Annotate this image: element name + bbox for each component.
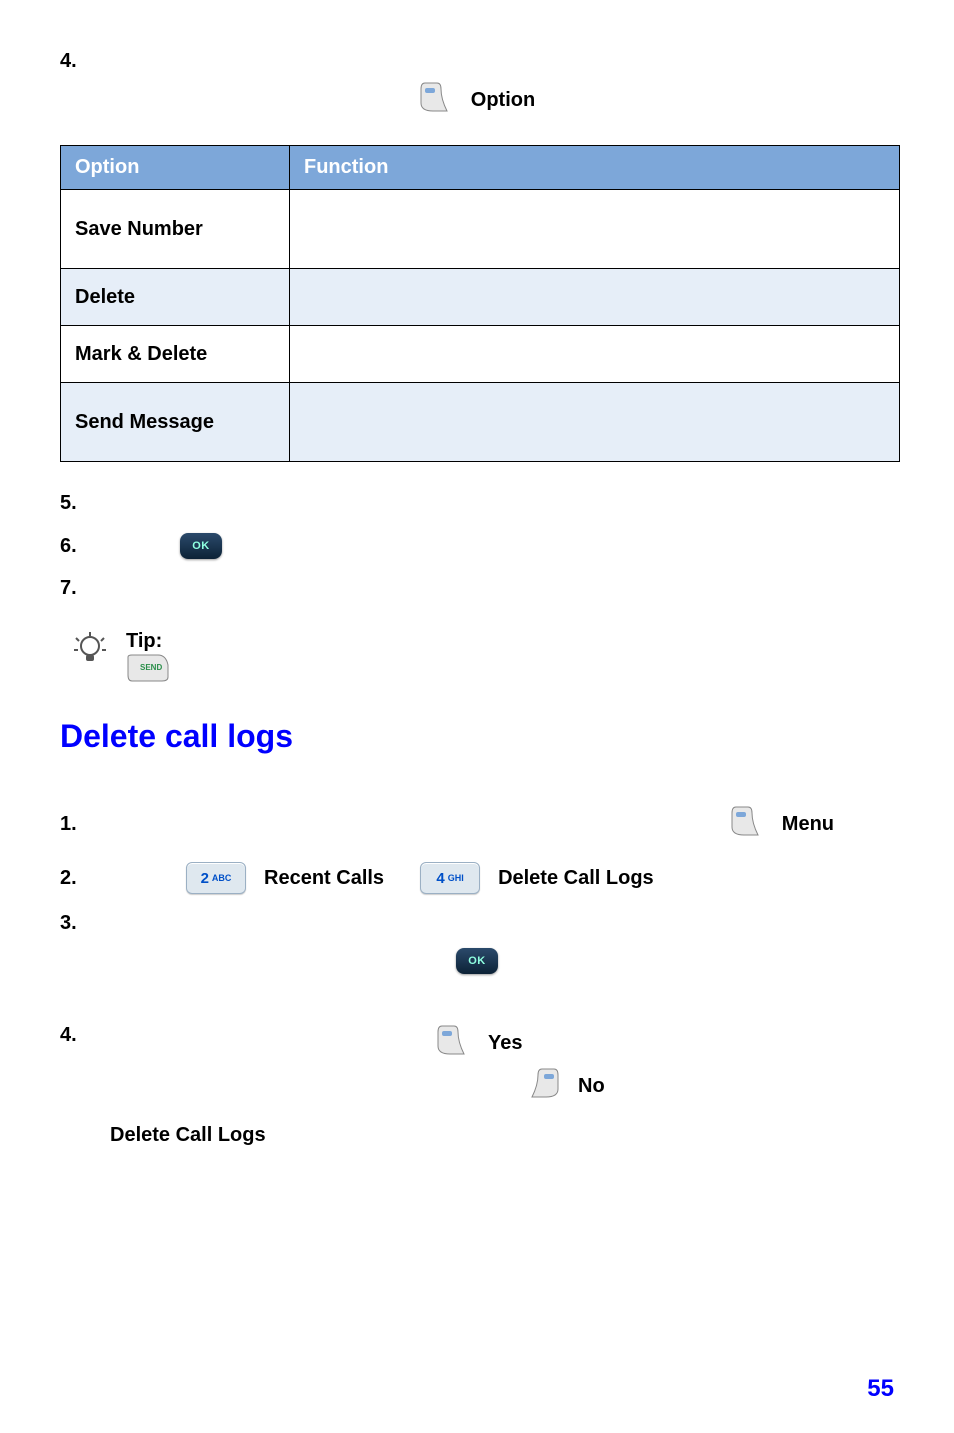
send-key-icon: SEND xyxy=(126,670,170,687)
option-function-table: Option Function Save NumberDeleteMark & … xyxy=(60,145,900,462)
step-3-number: 3. xyxy=(60,912,120,935)
recent-calls-label: Recent Calls xyxy=(264,867,384,890)
step-5-number: 5. xyxy=(60,492,90,515)
cell-function xyxy=(290,190,900,269)
tip-block: Tip: SEND xyxy=(70,630,894,688)
manual-page: 4. Option Option Function Save NumberDel… xyxy=(0,0,954,1433)
table-row: Send Message xyxy=(61,383,900,462)
step-6-number: 6. xyxy=(60,535,90,558)
header-function: Function xyxy=(290,146,900,190)
ok-key-icon: OK xyxy=(180,533,222,559)
cell-function xyxy=(290,383,900,462)
yes-no-block: Yes No xyxy=(436,1024,605,1106)
svg-text:SEND: SEND xyxy=(140,663,162,672)
tip-label: Tip: xyxy=(126,630,170,653)
delete-call-logs-label: Delete Call Logs xyxy=(498,867,654,890)
step-1-number: 1. xyxy=(60,813,120,836)
step-3-ok: OK xyxy=(60,948,894,974)
table-header-row: Option Function xyxy=(61,146,900,190)
step-7-row: 7. xyxy=(60,577,894,600)
softkey-left-icon xyxy=(730,805,764,844)
header-option: Option xyxy=(61,146,290,190)
table-row: Delete xyxy=(61,269,900,326)
step-5-row: 5. xyxy=(60,492,894,515)
bottom-step-4: 4. Yes No xyxy=(60,1024,894,1106)
cell-option: Mark & Delete xyxy=(61,326,290,383)
key-4-icon: 4 GHI xyxy=(420,862,480,894)
lightbulb-icon xyxy=(70,630,110,675)
cell-function xyxy=(290,269,900,326)
cell-option: Save Number xyxy=(61,190,290,269)
softkey-right-icon xyxy=(526,1067,560,1106)
page-number: 55 xyxy=(867,1375,894,1403)
yes-label: Yes xyxy=(488,1032,522,1055)
tip-content: Tip: SEND xyxy=(126,630,170,688)
bottom-step-1: 1. Menu xyxy=(60,805,894,844)
yes-row: Yes xyxy=(436,1024,605,1063)
step-2-number: 2. xyxy=(60,867,120,890)
delete-call-logs-subtext: Delete Call Logs xyxy=(110,1124,894,1147)
ok-key-icon: OK xyxy=(456,948,498,974)
cell-function xyxy=(290,326,900,383)
step-4-content: Option xyxy=(60,81,894,120)
option-label: Option xyxy=(471,89,535,112)
bottom-step-2: 2. 2 ABC Recent Calls 4 GHI Delete Call … xyxy=(60,862,894,894)
step-4-number: 4. xyxy=(60,50,90,73)
no-row: No xyxy=(526,1067,605,1106)
softkey-left-icon xyxy=(419,81,453,120)
step-7-number: 7. xyxy=(60,577,90,600)
step-4b-number: 4. xyxy=(60,1024,120,1047)
table-row: Mark & Delete xyxy=(61,326,900,383)
bottom-step-3: 3. xyxy=(60,912,894,935)
cell-option: Send Message xyxy=(61,383,290,462)
delete-call-logs-heading: Delete call logs xyxy=(60,718,894,755)
table-row: Save Number xyxy=(61,190,900,269)
key-2-icon: 2 ABC xyxy=(186,862,246,894)
step-6-row: 6. OK xyxy=(60,533,894,559)
menu-label: Menu xyxy=(782,813,834,836)
step-4-row: 4. xyxy=(60,50,894,73)
no-label: No xyxy=(578,1075,605,1098)
softkey-left-icon xyxy=(436,1024,470,1063)
cell-option: Delete xyxy=(61,269,290,326)
